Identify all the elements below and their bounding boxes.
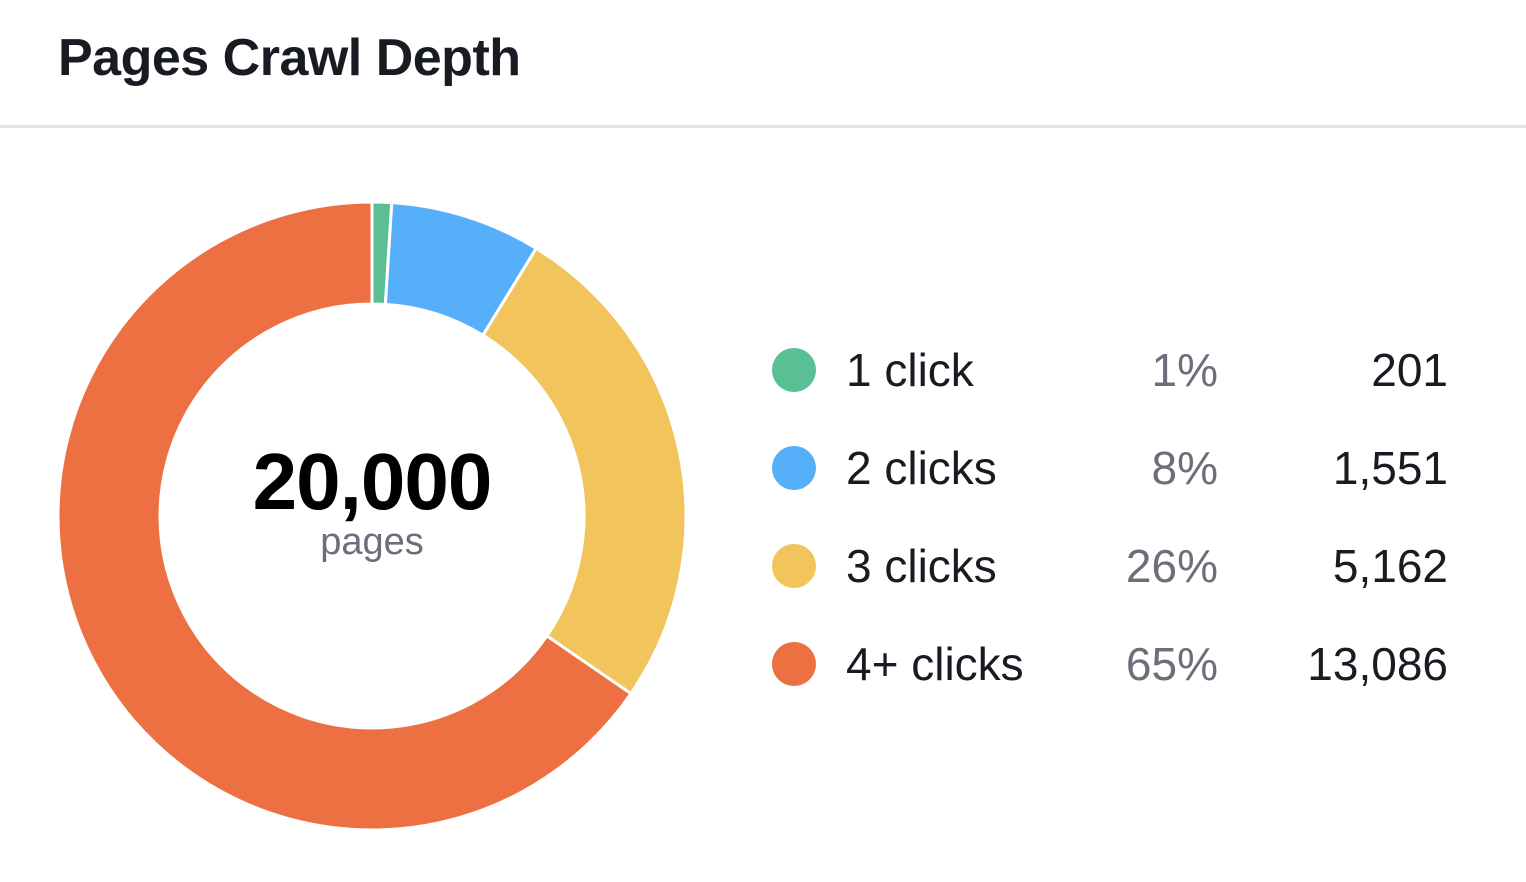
widget-header: Pages Crawl Depth <box>0 0 1526 128</box>
legend-item-2-clicks[interactable]: 2 clicks 8% 1,551 <box>772 438 1452 536</box>
legend-value[interactable]: 5,162 <box>1332 540 1448 592</box>
legend-percent: 8% <box>1151 442 1218 494</box>
legend-percent: 65% <box>1125 638 1218 690</box>
crawl-depth-donut-chart <box>56 200 688 832</box>
legend-item-3-clicks[interactable]: 3 clicks 26% 5,162 <box>772 536 1452 634</box>
legend-value[interactable]: 1,551 <box>1332 442 1448 494</box>
donut-segment-3-clicks[interactable] <box>480 246 688 696</box>
chart-legend: 1 click 1% 201 2 clicks 8% 1,551 3 click… <box>772 340 1452 732</box>
legend-item-1-click[interactable]: 1 click 1% 201 <box>772 340 1452 438</box>
legend-value[interactable]: 201 <box>1371 344 1448 396</box>
widget-title: Pages Crawl Depth <box>58 29 521 87</box>
legend-label: 3 clicks <box>846 540 997 592</box>
legend-value[interactable]: 13,086 <box>1307 638 1448 690</box>
legend-percent: 1% <box>1151 344 1218 396</box>
legend-item-4-plus-clicks[interactable]: 4+ clicks 65% 13,086 <box>772 634 1452 732</box>
donut-segment-4-clicks[interactable] <box>56 200 634 832</box>
total-pages-value: 20,000 <box>252 437 493 526</box>
legend-dot-icon <box>772 446 816 490</box>
legend-dot-icon <box>772 642 816 686</box>
legend-percent: 26% <box>1125 540 1218 592</box>
legend-dot-icon <box>772 348 816 392</box>
donut-center: 20,000 pages <box>172 440 572 564</box>
legend-label: 2 clicks <box>846 442 997 494</box>
legend-label: 4+ clicks <box>846 638 1024 690</box>
legend-dot-icon <box>772 544 816 588</box>
total-pages-label: pages <box>320 521 424 563</box>
legend-label: 1 click <box>846 344 974 396</box>
